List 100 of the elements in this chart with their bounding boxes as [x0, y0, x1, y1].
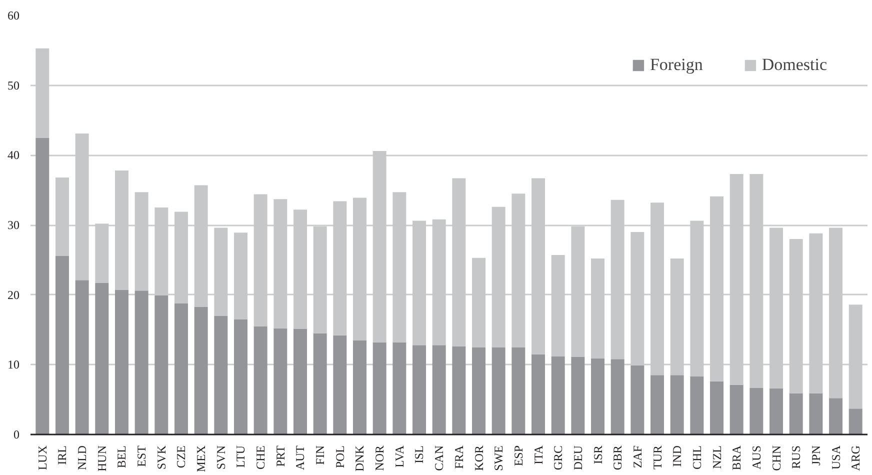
bar [452, 346, 466, 434]
bar [750, 388, 764, 434]
bar [194, 185, 208, 307]
bar [95, 224, 109, 283]
bar [154, 296, 168, 434]
bar [313, 226, 327, 334]
bar [114, 290, 128, 434]
bar [55, 256, 69, 434]
bar [274, 199, 288, 328]
x-tick-label: CHN [769, 445, 784, 471]
bar [134, 192, 148, 291]
y-tick-label: 20 [8, 288, 20, 302]
bar [848, 408, 862, 434]
bar [670, 375, 684, 434]
bar [174, 212, 188, 304]
bar [630, 365, 644, 434]
x-tick-label: MEX [194, 445, 208, 472]
x-tick-label: JPN [808, 445, 823, 466]
x-tick-label: LVA [392, 445, 406, 468]
bar [392, 192, 406, 342]
x-tick-label: FRA [452, 445, 466, 469]
x-tick-label: PRT [273, 444, 288, 467]
bar [313, 333, 327, 434]
x-tick-label: FIN [313, 445, 328, 465]
x-tick-label: SWE [492, 445, 506, 471]
bar [610, 359, 624, 434]
bar [214, 316, 228, 434]
bar [234, 232, 248, 320]
x-tick-label: AUS [749, 445, 764, 470]
bar [432, 219, 446, 346]
bar [512, 347, 526, 434]
x-tick-label: LTU [234, 445, 248, 468]
bar [55, 178, 69, 256]
bar [789, 393, 803, 434]
x-tick-label: CHL [690, 446, 704, 470]
x-tick-label: CAN [432, 445, 446, 471]
bar [412, 345, 426, 434]
bar [75, 280, 89, 434]
legend-label: Domestic [762, 55, 827, 75]
x-tick-label: IND [670, 445, 684, 467]
bar [591, 258, 604, 358]
bar [254, 326, 268, 434]
bar [154, 208, 168, 296]
x-tick-label: EST [134, 444, 149, 467]
x-tick-label: NOR [372, 445, 387, 471]
x-tick-label: DNK [352, 445, 367, 472]
x-tick-label: AUT [293, 444, 308, 470]
bar [610, 200, 624, 360]
bar [512, 194, 526, 348]
bar [234, 319, 248, 434]
bar [650, 375, 664, 434]
x-tick-label: LUX [35, 445, 50, 470]
bar [372, 150, 386, 342]
x-tick-label: ZAF [630, 445, 644, 468]
bar [492, 347, 506, 434]
bar [571, 356, 585, 434]
bar [412, 220, 426, 346]
bar [294, 329, 307, 434]
x-tick-label: SVK [154, 445, 168, 470]
y-tick-label: 60 [8, 8, 20, 22]
x-tick-label: ISL [412, 446, 426, 464]
bar [294, 210, 307, 330]
bar [392, 342, 406, 434]
bar [353, 340, 366, 434]
bar [333, 335, 347, 434]
x-tick-label: DEU [570, 445, 585, 470]
bar [114, 170, 128, 290]
bar [690, 376, 704, 434]
x-tick-label: TUR [650, 446, 664, 470]
y-tick-label: 30 [8, 218, 20, 232]
x-tick-label: USA [828, 445, 843, 470]
bar [174, 303, 188, 434]
bar [214, 228, 228, 316]
x-tick-label: CZE [174, 445, 188, 468]
bar [532, 178, 545, 354]
bar [809, 393, 823, 434]
bar [710, 381, 724, 434]
x-tick-label: CHE [254, 446, 268, 470]
bar [432, 345, 446, 434]
bar [254, 194, 268, 326]
bar [372, 342, 386, 434]
bar [274, 328, 288, 434]
x-tick-label: GRC [551, 445, 566, 470]
x-tick-label: ARG [848, 445, 863, 471]
y-tick-label: 0 [14, 428, 20, 442]
x-tick-label: NLD [75, 445, 90, 470]
bar [492, 206, 506, 348]
bar [95, 282, 109, 434]
bar [472, 258, 486, 348]
bar [333, 201, 347, 336]
x-tick-label: RUS [789, 446, 804, 469]
bar [134, 290, 148, 434]
bar [194, 306, 208, 434]
bar [452, 178, 466, 347]
bar [532, 354, 545, 434]
x-tick-label: BEL [114, 445, 129, 468]
bar [472, 347, 486, 434]
x-tick-label: NZL [710, 446, 724, 469]
bar [591, 358, 604, 434]
x-tick-label: GBR [610, 445, 625, 470]
